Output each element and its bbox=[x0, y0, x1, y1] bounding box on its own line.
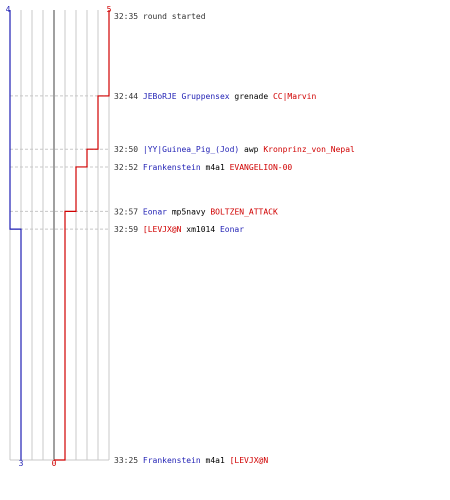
grid-lines bbox=[9, 10, 110, 461]
event-text: m4a1 bbox=[201, 456, 230, 465]
end-label-red: 0 bbox=[52, 459, 57, 468]
event-time: 33:25 bbox=[114, 456, 143, 465]
event-row: 32:35 round started bbox=[114, 12, 206, 21]
event-text: [LEVJX@N bbox=[230, 456, 269, 465]
event-text: Kronprinz_von_Nepal bbox=[263, 145, 355, 154]
event-time: 32:59 bbox=[114, 225, 143, 234]
event-text: Frankenstein bbox=[143, 456, 201, 465]
event-text: JEBoRJE Gruppensex bbox=[143, 92, 230, 101]
event-text: EVANGELION-00 bbox=[230, 163, 293, 172]
event-row: 32:52 Frankenstein m4a1 EVANGELION-00 bbox=[114, 163, 292, 172]
event-text: Eonar bbox=[143, 207, 167, 216]
series-line-red bbox=[54, 10, 110, 461]
event-text: BOLTZEN_ATTACK bbox=[210, 207, 278, 216]
event-text: Eonar bbox=[220, 225, 244, 234]
series-line-blue bbox=[9, 10, 22, 460]
event-row: 33:25 Frankenstein m4a1 [LEVJX@N bbox=[114, 456, 268, 465]
start-label-red: 5 bbox=[107, 5, 112, 14]
event-row: 32:59 [LEVJX@N xm1014 Eonar bbox=[114, 225, 244, 234]
score-series bbox=[9, 10, 110, 461]
end-label-blue: 3 bbox=[19, 459, 24, 468]
event-log: 32:35 round started 32:44 JEBoRJE Gruppen… bbox=[114, 12, 355, 465]
event-text: Frankenstein bbox=[143, 163, 201, 172]
event-text: m4a1 bbox=[201, 163, 230, 172]
event-text: xm1014 bbox=[181, 225, 220, 234]
event-row: 32:50 |YY|Guinea_Pig_(Jod) awp Kronprinz… bbox=[114, 145, 355, 154]
event-time: 32:44 bbox=[114, 92, 143, 101]
event-text: awp bbox=[239, 145, 263, 154]
event-text: [LEVJX@N bbox=[143, 225, 182, 234]
event-text: mp5navy bbox=[167, 207, 210, 216]
start-label-blue: 4 bbox=[6, 5, 11, 14]
event-row: 32:44 JEBoRJE Gruppensex grenade CC|Marv… bbox=[114, 92, 317, 101]
event-time: 32:57 bbox=[114, 207, 143, 216]
event-time: 32:35 bbox=[114, 12, 143, 21]
event-text: grenade bbox=[230, 92, 273, 101]
event-row: 32:57 Eonar mp5navy BOLTZEN_ATTACK bbox=[114, 207, 278, 216]
event-text: round started bbox=[143, 12, 206, 21]
event-text: CC|Marvin bbox=[273, 92, 317, 101]
event-time: 32:52 bbox=[114, 163, 143, 172]
event-time: 32:50 bbox=[114, 145, 143, 154]
score-labels: 4 5 3 0 bbox=[6, 5, 112, 468]
event-guide-lines bbox=[10, 95, 110, 230]
event-text: |YY|Guinea_Pig_(Jod) bbox=[143, 145, 239, 154]
